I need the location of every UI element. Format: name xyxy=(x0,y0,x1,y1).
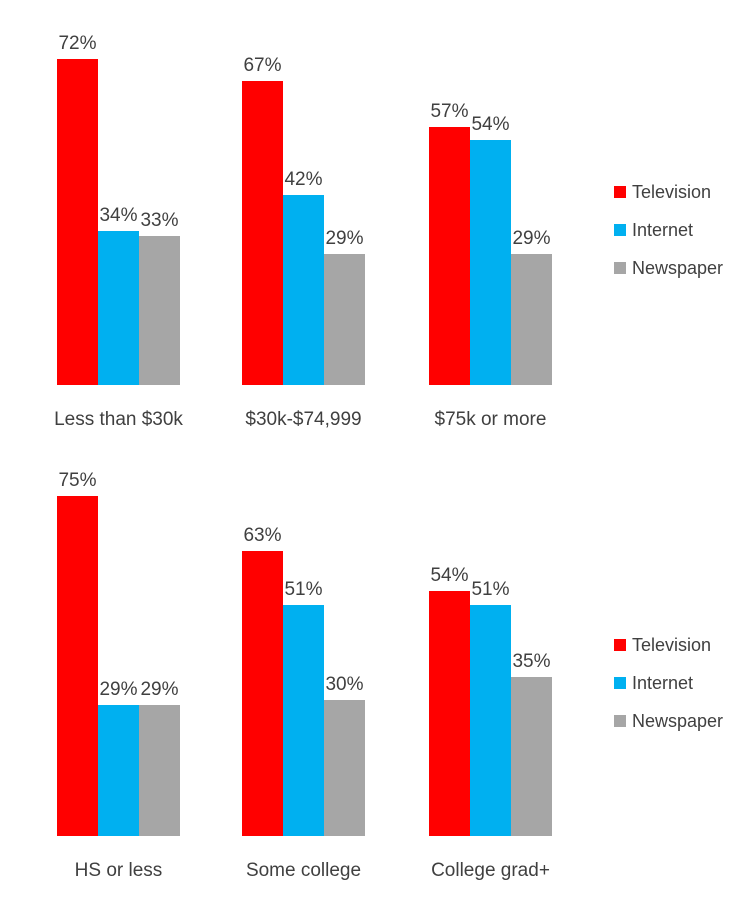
bar-internet xyxy=(470,140,511,385)
bar-newspaper xyxy=(324,254,365,385)
value-label: 51% xyxy=(284,579,323,600)
bar-television xyxy=(429,127,470,385)
value-label: 54% xyxy=(471,114,510,135)
bar-newspaper xyxy=(324,700,365,836)
bar-newspaper xyxy=(139,705,180,836)
legend-label: Newspaper xyxy=(632,258,724,278)
category-label: Some college xyxy=(245,860,362,881)
legend-label: Internet xyxy=(632,673,694,693)
category-label: College grad+ xyxy=(431,860,550,881)
legend-label: Internet xyxy=(632,220,694,240)
value-label: 29% xyxy=(140,679,179,700)
legend-label: Television xyxy=(632,635,712,655)
bar-television xyxy=(242,551,283,836)
bar-internet xyxy=(283,605,324,836)
value-label: 51% xyxy=(471,579,510,600)
value-label: 35% xyxy=(512,651,551,672)
value-label: 29% xyxy=(99,679,138,700)
bar-television xyxy=(429,591,470,836)
legend-item-internet: Internet xyxy=(614,673,694,693)
bar-internet xyxy=(283,195,324,385)
value-label: 67% xyxy=(243,55,282,76)
value-label: 42% xyxy=(284,169,323,190)
value-label: 34% xyxy=(99,205,138,226)
bar-internet xyxy=(470,605,511,836)
legend-color-swatch xyxy=(614,715,626,727)
value-label: 33% xyxy=(140,210,179,231)
value-label: 75% xyxy=(58,470,97,491)
legend-label: Television xyxy=(632,182,712,202)
value-label: 29% xyxy=(512,228,551,249)
legend-color-swatch xyxy=(614,677,626,689)
bar-internet xyxy=(98,231,139,385)
bar-television xyxy=(242,81,283,385)
legend-item-newspaper: Newspaper xyxy=(614,258,724,278)
legend-item-television: Television xyxy=(614,635,712,655)
value-label: 29% xyxy=(325,228,364,249)
category-label: $30k-$74,999 xyxy=(245,409,362,430)
legend-item-television: Television xyxy=(614,182,712,202)
category-label: Less than $30k xyxy=(54,409,183,430)
bar-television xyxy=(57,59,98,385)
value-label: 72% xyxy=(58,33,97,54)
bar-newspaper xyxy=(511,254,552,385)
legend-label: Newspaper xyxy=(632,711,724,731)
category-label: $75k or more xyxy=(434,409,547,430)
bar-newspaper xyxy=(139,236,180,385)
legend-item-newspaper: Newspaper xyxy=(614,711,724,731)
bar-television xyxy=(57,496,98,836)
legend-color-swatch xyxy=(614,224,626,236)
legend-color-swatch xyxy=(614,639,626,651)
value-label: 63% xyxy=(243,525,282,546)
value-label: 54% xyxy=(430,565,469,586)
category-label: HS or less xyxy=(74,860,163,881)
bar-internet xyxy=(98,705,139,836)
legend-color-swatch xyxy=(614,186,626,198)
legend-color-swatch xyxy=(614,262,626,274)
legend-item-internet: Internet xyxy=(614,220,694,240)
bar-newspaper xyxy=(511,677,552,836)
value-label: 57% xyxy=(430,101,469,122)
value-label: 30% xyxy=(325,674,364,695)
